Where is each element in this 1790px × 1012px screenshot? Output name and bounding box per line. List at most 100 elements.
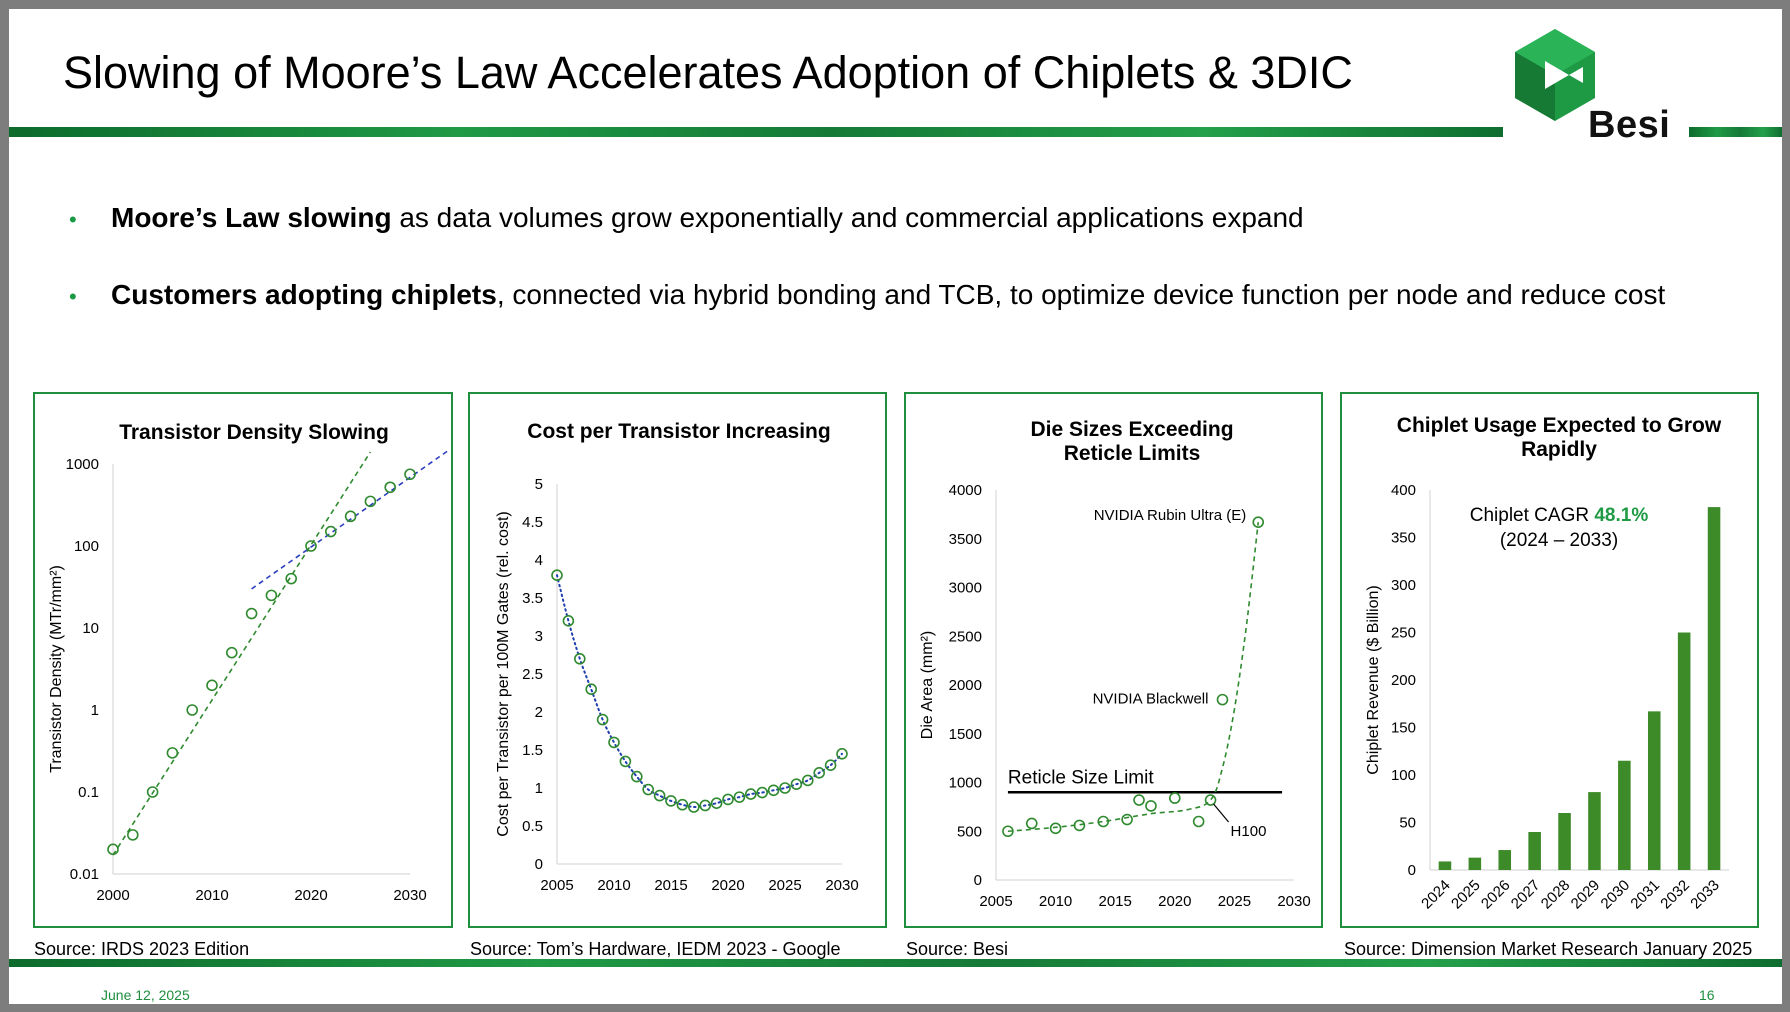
data-point bbox=[1216, 693, 1229, 706]
data-point bbox=[226, 646, 238, 659]
data-point bbox=[585, 683, 597, 696]
data-point bbox=[688, 801, 700, 813]
data-point bbox=[1002, 825, 1014, 838]
x-tick-label: 2029 bbox=[1568, 877, 1604, 913]
y-tick-label: 5 bbox=[535, 476, 543, 493]
y-tick-label: 400 bbox=[1391, 482, 1416, 499]
annotation-h100-leader bbox=[1213, 803, 1230, 823]
bar bbox=[1707, 507, 1721, 870]
cagr-label: Chiplet CAGR bbox=[1470, 505, 1595, 526]
y-tick-label: 0.1 bbox=[78, 784, 99, 801]
annotation-h100: H100 bbox=[1231, 823, 1267, 840]
x-tick-label: 2027 bbox=[1508, 877, 1544, 913]
data-point bbox=[642, 783, 654, 796]
bullet-2-text: , connected via hybrid bonding and TCB, … bbox=[496, 279, 1666, 310]
data-point bbox=[699, 799, 711, 812]
y-tick-label: 2000 bbox=[949, 677, 982, 694]
y-tick-label: 0 bbox=[974, 872, 982, 889]
reticle-limit-label: Reticle Size Limit bbox=[1008, 767, 1154, 788]
chart-title: Chiplet Usage Expected to Grow bbox=[1397, 414, 1722, 437]
x-tick-label: 2015 bbox=[1099, 893, 1132, 910]
data-point bbox=[146, 786, 159, 798]
cagr-period: (2024 – 2033) bbox=[1500, 530, 1618, 551]
x-tick-label: 2031 bbox=[1627, 877, 1663, 913]
x-tick-label: 2015 bbox=[654, 877, 687, 894]
panel-chiplet-usage: Chiplet Usage Expected to Grow Rapidly 0 50… bbox=[1340, 392, 1759, 928]
y-tick-label: 0 bbox=[535, 856, 543, 873]
data-point bbox=[265, 589, 278, 602]
data-point bbox=[305, 540, 317, 552]
y-tick-label: 0.01 bbox=[70, 866, 99, 883]
y-tick-label: 1.5 bbox=[522, 742, 543, 759]
transistor-density-chart: Transistor Density Slowing 0.01 0.1 1 10 100 1… bbox=[48, 421, 451, 904]
bullet-1-bold: Moore’s Law slowing bbox=[111, 202, 392, 233]
trendline bbox=[556, 574, 843, 809]
bullet-2: • Customers adopting chiplets, connected … bbox=[69, 279, 1666, 310]
data-point bbox=[562, 615, 575, 627]
cost-per-transistor-chart: Cost per Transistor Increasing 0 0.5 1 1.5 2 2… bbox=[495, 420, 859, 894]
x-tick-label: 2020 bbox=[1158, 893, 1191, 910]
x-tick-label: 2030 bbox=[393, 887, 426, 904]
x-tick-label: 2030 bbox=[1598, 877, 1634, 913]
source-4: Source: Dimension Market Research Januar… bbox=[1344, 939, 1753, 959]
y-tick-label: 100 bbox=[74, 538, 99, 555]
data-point bbox=[551, 569, 563, 581]
data-point bbox=[574, 652, 586, 665]
data-point bbox=[1049, 822, 1062, 835]
annotation-blackwell: NVIDIA Blackwell bbox=[1093, 691, 1209, 708]
data-point bbox=[756, 786, 769, 799]
data-point bbox=[285, 572, 298, 585]
data-point bbox=[1073, 819, 1086, 832]
data-point bbox=[733, 791, 746, 803]
y-tick-label: 3500 bbox=[949, 531, 982, 548]
data-point bbox=[404, 468, 416, 481]
x-tick-label: 2010 bbox=[1039, 893, 1072, 910]
y-axis-label: Transistor Density (MTr/mm²) bbox=[48, 565, 65, 773]
chart-title: Transistor Density Slowing bbox=[119, 421, 389, 444]
y-tick-label: 1500 bbox=[949, 726, 982, 743]
y-tick-label: 350 bbox=[1391, 530, 1416, 547]
x-tick-label: 2010 bbox=[195, 887, 228, 904]
y-tick-label: 4 bbox=[535, 552, 543, 569]
x-tick-label: 2030 bbox=[825, 877, 858, 894]
data-point bbox=[1192, 815, 1205, 828]
source-2: Source: Tom’s Hardware, IEDM 2023 - Goog… bbox=[470, 939, 841, 959]
x-tick-label: 2000 bbox=[96, 887, 129, 904]
bar bbox=[1498, 850, 1512, 870]
page-number: 16 bbox=[1699, 987, 1715, 1003]
data-point bbox=[824, 759, 837, 772]
y-tick-label: 1 bbox=[535, 780, 543, 797]
besi-logo-icon bbox=[1515, 29, 1595, 121]
x-tick-label: 2028 bbox=[1538, 877, 1574, 913]
data-point bbox=[186, 704, 198, 716]
data-point bbox=[801, 774, 814, 787]
y-tick-label: 1000 bbox=[949, 775, 982, 792]
y-tick-label: 150 bbox=[1391, 720, 1416, 737]
y-axis-label: Die Area (mm²) bbox=[919, 631, 936, 739]
data-point bbox=[1252, 516, 1265, 528]
annotation-rubin-ultra: NVIDIA Rubin Ultra (E) bbox=[1094, 507, 1247, 524]
data-point bbox=[166, 747, 179, 759]
data-point bbox=[653, 789, 666, 802]
data-point bbox=[596, 713, 609, 726]
y-tick-label: 2.5 bbox=[522, 666, 543, 683]
data-point bbox=[1145, 800, 1157, 812]
x-tick-label: 2033 bbox=[1687, 877, 1723, 913]
data-point bbox=[767, 784, 780, 797]
panel-die-sizes: Die Sizes Exceeding Reticle Limits 0 500 100… bbox=[904, 392, 1323, 928]
panel-cost-per-transistor: Cost per Transistor Increasing 0 0.5 1 1.5 2 2… bbox=[468, 392, 887, 928]
y-tick-label: 10 bbox=[82, 620, 99, 637]
data-point bbox=[790, 778, 803, 791]
y-tick-label: 50 bbox=[1399, 815, 1416, 832]
y-axis-label: Cost per Transistor per 100M Gates (rel.… bbox=[495, 511, 512, 836]
y-tick-label: 1 bbox=[91, 702, 99, 719]
x-tick-label: 2025 bbox=[1218, 893, 1251, 910]
bullet-1-text: as data volumes grow exponentially and c… bbox=[391, 202, 1304, 233]
source-3: Source: Besi bbox=[906, 939, 1009, 959]
data-point bbox=[1121, 813, 1133, 826]
header-divider-right bbox=[1689, 127, 1782, 137]
y-tick-label: 0.5 bbox=[522, 818, 543, 835]
y-tick-label: 0 bbox=[1408, 862, 1416, 879]
slide-title: Slowing of Moore’s Law Accelerates Adopt… bbox=[63, 47, 1353, 98]
